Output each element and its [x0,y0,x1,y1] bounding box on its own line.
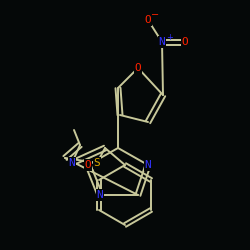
Text: N: N [68,158,75,168]
Text: O: O [144,15,152,25]
Text: −: − [151,10,159,20]
Text: N: N [159,37,166,47]
Text: O: O [84,160,91,170]
Text: N: N [96,190,103,200]
Text: N: N [144,160,152,170]
Text: S: S [94,158,100,168]
Text: +: + [166,32,173,42]
Text: O: O [134,63,141,73]
Text: O: O [182,37,188,47]
